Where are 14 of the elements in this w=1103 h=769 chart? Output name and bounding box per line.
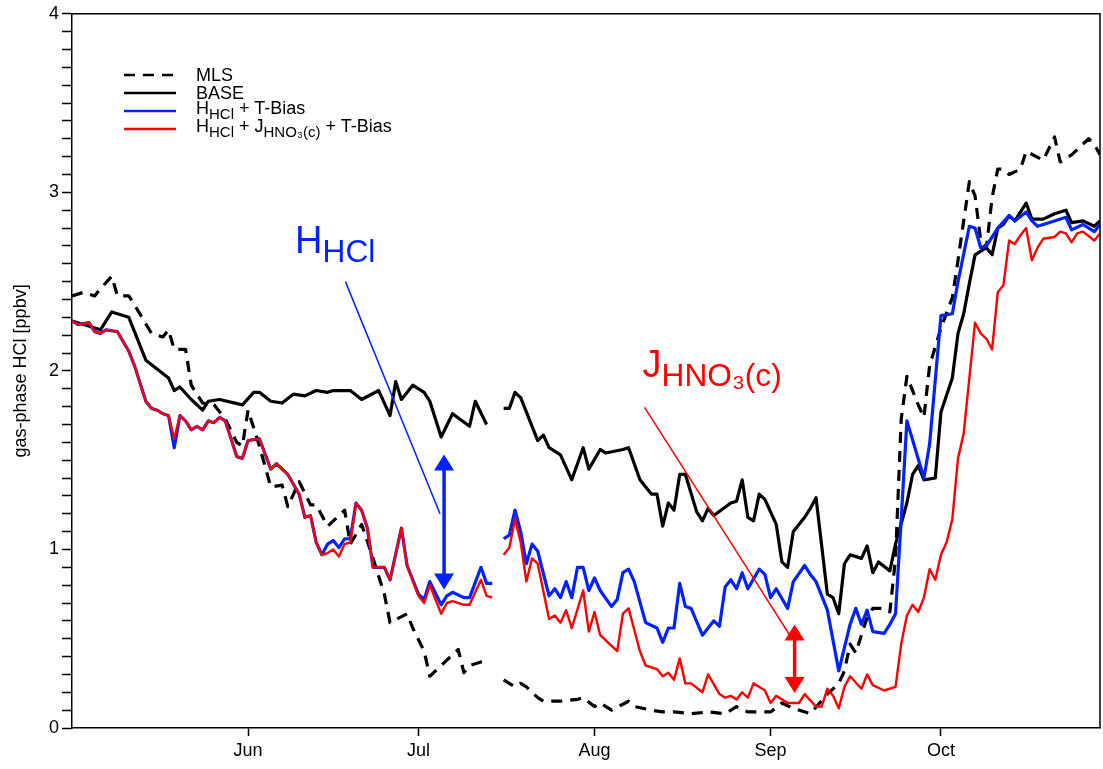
x-tick-label: Oct — [926, 739, 955, 760]
y-axis-title: gas-phase HCl [ppbv] — [9, 284, 30, 458]
y-tick-label: 3 — [48, 181, 59, 202]
x-tick-label: Sep — [754, 739, 787, 760]
annotation: H$_{HCl}$ — [295, 218, 376, 271]
y-tick-label: 2 — [48, 359, 59, 380]
x-tick-label: Aug — [578, 739, 611, 760]
y-tick-label: 4 — [48, 2, 59, 23]
y-tick-label: 0 — [48, 716, 59, 737]
y-tick-label: 1 — [48, 538, 59, 559]
annotation: J$_{HNO₃(c)}$ — [642, 342, 782, 395]
x-tick-label: Jun — [233, 739, 263, 760]
x-tick-label: Jul — [406, 739, 430, 760]
legend-label: MLS — [196, 64, 234, 85]
